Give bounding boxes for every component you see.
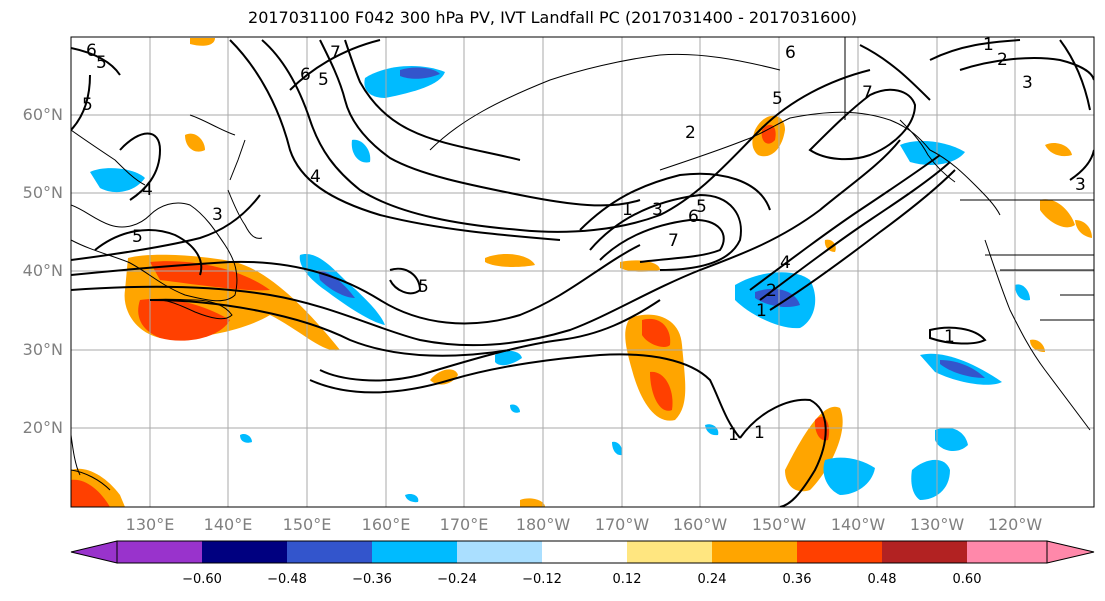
colorbar-arrow-left (70, 540, 118, 564)
colorbar-tick: −0.12 (522, 572, 562, 587)
colorbar-tick: −0.48 (267, 572, 307, 587)
colorbar-tick: 0.60 (952, 572, 982, 587)
contour-label-group: 6 5 5 7 6 5 4 3 5 5 1 2 3 6 5 4 7 4 2 1 … (82, 35, 1086, 445)
colorbar-swatch (457, 541, 542, 563)
colorbar-swatch (967, 541, 1047, 563)
contour-label: 3 (1075, 175, 1086, 195)
map-title: 2017031100 F042 300 hPa PV, IVT Landfall… (248, 8, 857, 27)
colorbar-swatch (712, 541, 797, 563)
colorbar (70, 540, 1095, 564)
colorbar-tick: 0.36 (782, 572, 812, 587)
colorbar-tick: −0.24 (437, 572, 477, 587)
lat-label-60n: 60°N (22, 105, 63, 124)
contour-label: 4 (310, 167, 321, 187)
contour-label: 3 (212, 205, 223, 225)
negative-anomaly-fills (90, 66, 1030, 503)
lon-label-170w: 170°W (594, 515, 650, 534)
contour-label: 5 (318, 70, 329, 90)
gridlines (71, 37, 1094, 507)
lon-label-160e: 160°E (361, 515, 411, 534)
contour-label: 6 (688, 207, 699, 227)
lon-label-170e: 170°E (439, 515, 489, 534)
colorbar-swatch (882, 541, 967, 563)
colorbar-tick: 0.12 (612, 572, 642, 587)
colorbar-swatch (202, 541, 287, 563)
lat-label-50n: 50°N (22, 183, 63, 202)
map-border (70, 36, 1095, 508)
pv-contours (71, 39, 1094, 507)
contour-label: 3 (1022, 73, 1033, 93)
contour-label: 5 (696, 197, 707, 217)
lon-label-150w: 150°W (751, 515, 807, 534)
lon-label-120w: 120°W (987, 515, 1043, 534)
lon-label-160w: 160°W (672, 515, 728, 534)
contour-label: 6 (86, 41, 97, 61)
contour-label: 1 (754, 423, 765, 443)
contour-label: 2 (685, 123, 696, 143)
contour-label: 7 (862, 83, 873, 103)
contour-label: 5 (96, 53, 107, 73)
colorbar-swatch (372, 541, 457, 563)
colorbar-swatch (797, 541, 882, 563)
colorbar-tick: 0.48 (867, 572, 897, 587)
colorbar-swatch (627, 541, 712, 563)
contour-label: 4 (142, 180, 153, 200)
lat-label-20n: 20°N (22, 418, 63, 437)
colorbar-tick: −0.60 (182, 572, 222, 587)
lat-label-40n: 40°N (22, 261, 63, 280)
contour-label: 1 (983, 35, 994, 55)
colorbar-arrow-right (1046, 540, 1095, 564)
colorbar-swatch (542, 541, 627, 563)
lon-label-130w: 130°W (909, 515, 965, 534)
contour-label: 1 (944, 327, 955, 347)
lon-label-150e: 150°E (282, 515, 332, 534)
contour-label: 1 (756, 301, 767, 321)
contour-label: 3 (652, 200, 663, 220)
colorbar-tick: 0.24 (697, 572, 727, 587)
contour-label: 7 (668, 231, 679, 251)
contour-label: 5 (418, 277, 429, 297)
contour-label: 5 (772, 89, 783, 109)
contour-label: 6 (785, 43, 796, 63)
contour-label: 1 (728, 425, 739, 445)
lon-label-140e: 140°E (203, 515, 253, 534)
contour-label: 5 (132, 227, 143, 247)
colorbar-swatch (117, 541, 202, 563)
contour-label: 2 (997, 50, 1008, 70)
lon-label-180w: 180°W (515, 515, 571, 534)
lat-label-30n: 30°N (22, 340, 63, 359)
colorbar-tick: −0.36 (352, 572, 392, 587)
contour-label: 6 (300, 65, 311, 85)
contour-label: 1 (622, 200, 633, 220)
lon-label-140w: 140°W (830, 515, 886, 534)
colorbar-swatch (287, 541, 372, 563)
contour-label: 4 (780, 253, 791, 273)
contour-label: 5 (82, 95, 93, 115)
lon-label-130e: 130°E (125, 515, 175, 534)
contour-label: 2 (766, 281, 777, 301)
contour-label: 7 (330, 43, 341, 63)
